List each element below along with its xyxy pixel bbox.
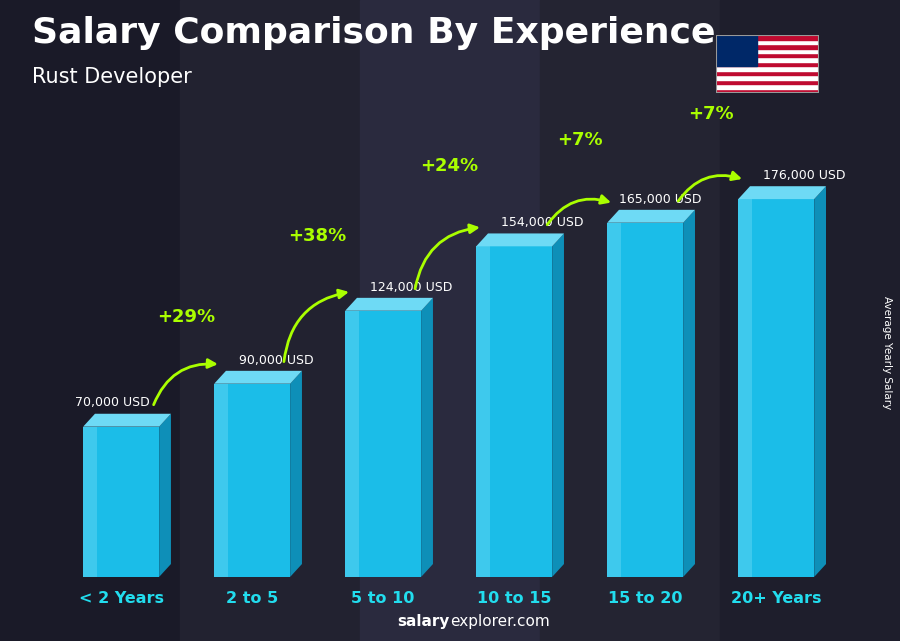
Bar (346, 311, 359, 577)
Bar (83, 427, 159, 577)
Text: 176,000 USD: 176,000 USD (763, 169, 846, 182)
Bar (716, 58, 819, 62)
Bar (214, 384, 290, 577)
Polygon shape (738, 187, 826, 199)
Polygon shape (83, 413, 171, 427)
Text: 70,000 USD: 70,000 USD (76, 397, 150, 410)
Bar (476, 246, 553, 577)
Bar (346, 311, 421, 577)
Polygon shape (214, 371, 302, 384)
Bar (738, 199, 752, 577)
Text: +24%: +24% (419, 156, 478, 174)
Polygon shape (421, 298, 433, 577)
Polygon shape (608, 210, 695, 222)
Bar (716, 53, 819, 58)
Text: Rust Developer: Rust Developer (32, 67, 191, 87)
Text: 154,000 USD: 154,000 USD (501, 216, 583, 229)
Polygon shape (814, 187, 826, 577)
Bar (476, 246, 490, 577)
Text: 124,000 USD: 124,000 USD (370, 281, 453, 294)
Text: Average Yearly Salary: Average Yearly Salary (881, 296, 892, 409)
Text: 90,000 USD: 90,000 USD (239, 354, 314, 367)
Text: salary: salary (398, 615, 450, 629)
Text: explorer.com: explorer.com (450, 615, 550, 629)
Bar (608, 222, 683, 577)
Bar (716, 40, 819, 44)
Text: Salary Comparison By Experience: Salary Comparison By Experience (32, 16, 715, 50)
Bar (738, 199, 815, 577)
Polygon shape (553, 233, 564, 577)
Bar (716, 71, 819, 75)
Polygon shape (476, 233, 564, 246)
Text: +7%: +7% (688, 104, 734, 122)
Bar (716, 84, 819, 88)
Bar (608, 222, 621, 577)
Bar (716, 66, 819, 71)
Polygon shape (683, 210, 695, 577)
Bar (716, 35, 757, 66)
Bar (716, 62, 819, 66)
Text: 165,000 USD: 165,000 USD (619, 192, 701, 206)
Bar (716, 75, 819, 79)
Bar (716, 35, 819, 40)
Bar (716, 79, 819, 84)
Text: +7%: +7% (557, 131, 602, 149)
Bar (716, 49, 819, 53)
Polygon shape (290, 371, 302, 577)
Text: +38%: +38% (289, 228, 347, 246)
Bar (716, 44, 819, 49)
Text: +29%: +29% (158, 308, 216, 326)
Bar (214, 384, 228, 577)
Bar (83, 427, 97, 577)
Polygon shape (346, 298, 433, 311)
Bar (716, 88, 819, 93)
Polygon shape (159, 413, 171, 577)
